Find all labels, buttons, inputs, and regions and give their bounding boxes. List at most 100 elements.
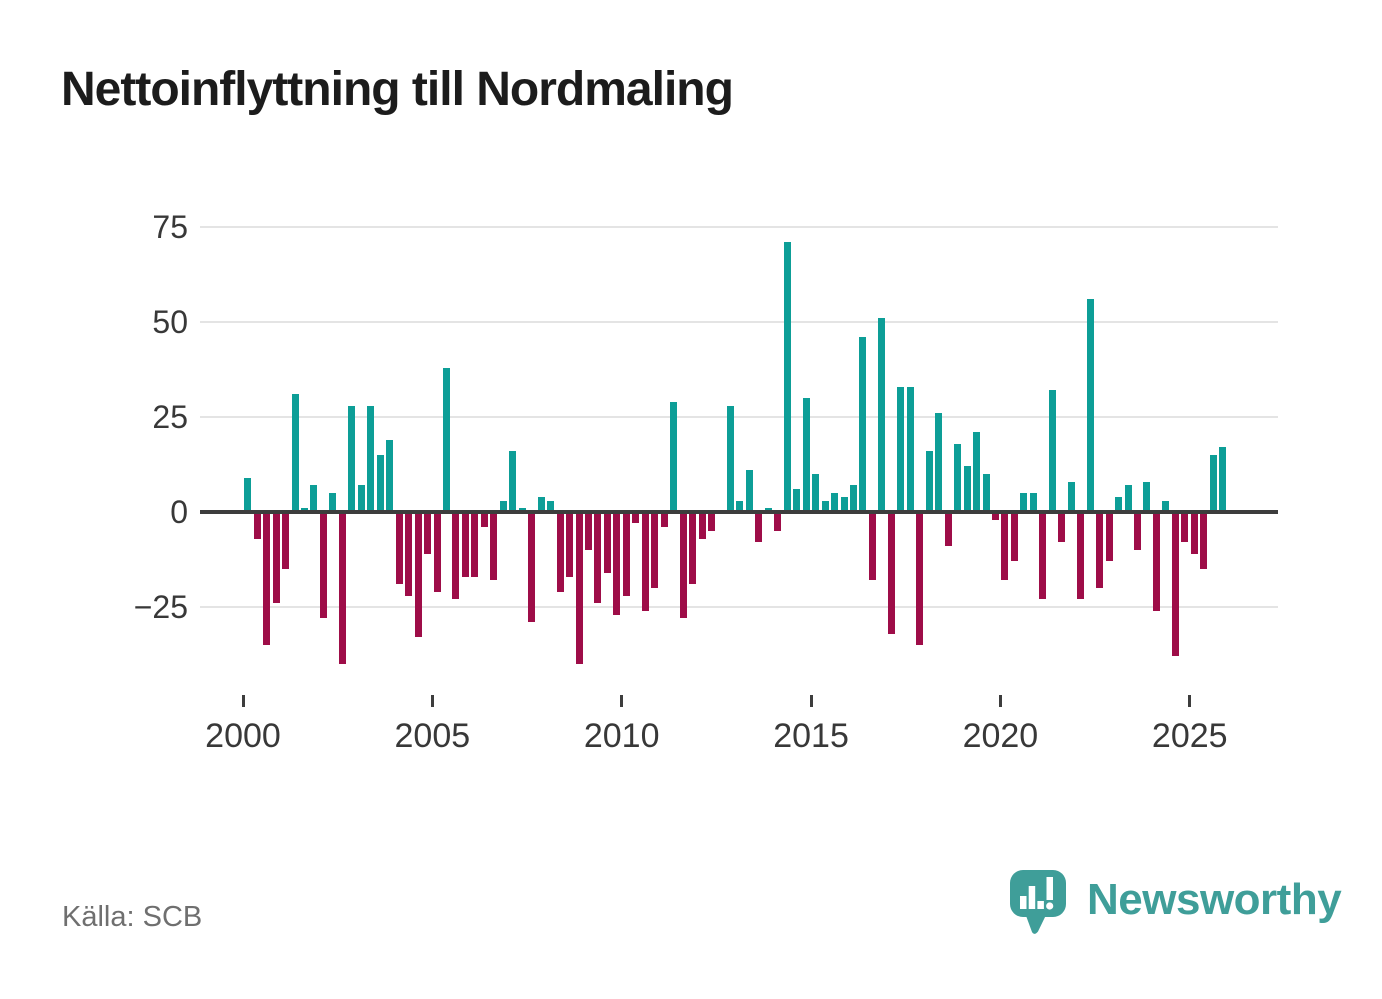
source-label: Källa: SCB [62, 901, 203, 933]
bar-negative [1058, 512, 1066, 543]
bar-positive [925, 451, 933, 512]
bar-negative [1190, 512, 1198, 554]
newsworthy-logo: Newsworthy [1008, 868, 1342, 936]
chart-title: Nettoinflyttning till Nordmaling [61, 63, 734, 116]
bar-positive [291, 394, 299, 512]
bar-positive [1124, 485, 1132, 512]
bar-negative [556, 512, 564, 592]
bar-positive [982, 474, 990, 512]
x-axis-label: 2000 [205, 717, 281, 755]
bar-negative [992, 512, 999, 520]
bar-positive [386, 439, 394, 512]
bar-positive [906, 386, 914, 512]
bar-positive [1020, 493, 1028, 512]
bar-negative [1181, 512, 1189, 543]
bar-negative [755, 512, 763, 543]
bar-negative [566, 512, 574, 577]
bar-negative [689, 512, 697, 585]
bar-negative [774, 512, 782, 531]
y-axis-label: 0 [170, 494, 188, 530]
y-axis-label: 25 [152, 399, 188, 435]
bar-negative [471, 512, 479, 577]
bar-positive [348, 405, 356, 512]
bar-positive [1162, 500, 1170, 512]
bar-negative [263, 512, 271, 645]
bar-positive [850, 485, 858, 512]
bar-negative [603, 512, 611, 573]
bar-positive [802, 398, 810, 512]
x-axis-label: 2015 [773, 717, 849, 755]
bar-negative [651, 512, 659, 588]
x-axis-tick [1188, 695, 1192, 707]
bar-positive [973, 432, 981, 512]
bar-negative [1001, 512, 1009, 581]
gridline [200, 321, 1278, 323]
bar-positive [244, 477, 252, 512]
bar-negative [641, 512, 649, 611]
bar-negative [868, 512, 876, 581]
x-axis-label: 2010 [583, 717, 660, 755]
bar-positive [840, 496, 848, 512]
bar-negative [319, 512, 327, 619]
bar-chart-plot: 75 50 25 0 −25 2000 2005 2010 2015 2020 2025 [134, 190, 1278, 755]
bar-negative [480, 512, 488, 528]
bar-positive [726, 405, 734, 512]
bar-positive [537, 496, 545, 512]
bar-negative [395, 512, 403, 585]
bar-negative [253, 512, 261, 539]
bar-positive [736, 500, 744, 512]
bar-negative [613, 512, 621, 615]
bar-negative [887, 512, 895, 634]
bar-positive [831, 493, 839, 512]
bar-negative [1152, 512, 1160, 611]
bar-negative [433, 512, 441, 592]
bar-negative [424, 512, 432, 554]
bar-positive [1029, 493, 1037, 512]
bar-positive [1067, 481, 1075, 512]
bar-positive [954, 443, 962, 512]
x-axis-label: 2020 [962, 717, 1039, 755]
x-axis-tick [620, 695, 624, 707]
bar-negative [338, 512, 346, 664]
bar-positive [376, 455, 384, 512]
bar-positive [935, 413, 943, 512]
bar-negative [282, 512, 290, 569]
bar-positive [812, 474, 820, 512]
bar-negative [632, 512, 640, 524]
bar-positive [1086, 299, 1094, 512]
bar-positive [509, 451, 517, 512]
bar-negative [916, 512, 924, 645]
bar-negative [1200, 512, 1208, 569]
newsworthy-logo-icon [1010, 870, 1066, 934]
x-axis-label: 2025 [1151, 717, 1228, 755]
bar-positive [878, 318, 886, 512]
bar-negative [679, 512, 687, 619]
bar-negative [452, 512, 460, 600]
bar-negative [272, 512, 280, 604]
bar-negative [1077, 512, 1085, 600]
bar-positive [1115, 496, 1123, 512]
bar-negative [490, 512, 498, 581]
bar-positive [329, 493, 337, 512]
bar-positive [821, 500, 829, 512]
bar-positive [745, 470, 753, 512]
bar-negative [1105, 512, 1113, 562]
x-axis-tick [998, 695, 1002, 707]
y-axis-label: −25 [133, 589, 188, 625]
zero-axis-line [200, 510, 1278, 514]
y-axis-label: 50 [152, 304, 188, 340]
x-axis-tick [241, 695, 245, 707]
gridline [200, 606, 1278, 608]
bar-negative [575, 512, 583, 664]
gridline [200, 226, 1278, 228]
bar-negative [622, 512, 630, 596]
y-axis-label: 75 [152, 209, 188, 245]
bar-positive [547, 500, 555, 512]
bar-negative [528, 512, 536, 623]
bar-positive [499, 500, 507, 512]
bar-positive [442, 367, 450, 512]
bar-negative [1010, 512, 1018, 562]
bar-positive [670, 401, 678, 512]
bar-negative [944, 512, 952, 547]
